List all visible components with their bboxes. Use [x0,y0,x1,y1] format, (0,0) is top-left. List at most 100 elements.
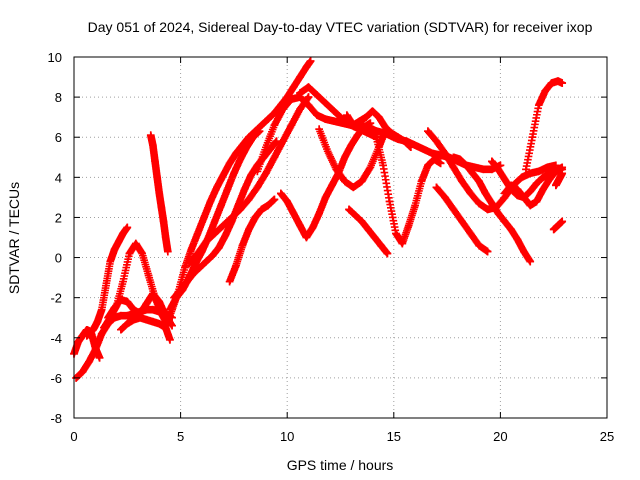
data-point [270,121,279,129]
data-point [296,73,304,81]
data-point [466,229,475,238]
data-point [283,197,291,206]
data-point [230,169,238,178]
data-point [483,247,492,256]
data-point [155,189,164,198]
data-point [552,181,560,190]
data-point [195,263,204,272]
x-tick-label: 5 [177,429,184,444]
data-point [383,249,392,258]
data-point [97,305,106,314]
data-point [225,159,234,168]
data-point [187,245,196,254]
data-point [117,325,125,334]
data-point [366,119,375,127]
data-point [347,141,355,150]
data-point [132,239,140,248]
data-point [185,259,193,268]
data-point [368,107,377,115]
data-point [255,127,264,136]
data-point [181,263,189,272]
data-point [379,161,387,170]
series-arc-3 [82,223,132,340]
data-point [475,241,483,250]
data-point [323,147,332,156]
data-point [481,189,490,198]
data-point [558,79,567,87]
x-axis-label: GPS time / hours [287,457,394,473]
data-point [411,201,419,210]
data-point [157,203,166,212]
data-point [340,177,349,186]
series-arc-10 [170,137,281,302]
data-point [308,223,317,232]
x-tick-label: 0 [70,429,77,444]
y-tick-label: 4 [55,170,62,185]
data-point [253,183,262,192]
data-point [370,233,379,242]
data-point [549,225,558,234]
data-point [200,213,208,222]
data-point [217,201,225,210]
data-point [142,315,151,324]
data-point [517,173,526,182]
data-point [302,63,311,71]
y-tick-label: 10 [48,50,62,65]
data-point [315,125,323,133]
data-point [95,354,104,362]
series-arc-25 [500,163,567,210]
data-point [358,217,366,226]
data-point [471,163,479,172]
y-axis-label: SDTVAR / TECUs [6,182,22,294]
data-point [328,181,336,190]
data-point [349,183,358,192]
data-point [100,323,108,332]
data-point [468,169,477,178]
data-point [82,331,91,340]
series-arc-7 [146,131,172,256]
data-point [89,325,97,334]
data-point [458,217,466,226]
data-point [494,165,503,174]
data-point [558,217,567,226]
data-point [539,185,547,194]
data-point [257,205,266,214]
data-point [330,107,338,115]
data-point [507,181,515,190]
data-point [345,205,353,214]
data-point [488,165,496,174]
data-point [411,141,419,150]
data-point [123,297,132,306]
data-point [554,221,562,230]
data-point [247,171,255,180]
data-point [488,199,496,208]
series-arc-15 [296,83,381,142]
data-point [353,131,362,140]
data-point [238,241,247,250]
data-point [449,153,458,162]
plot-frame [73,56,608,419]
data-point [398,239,407,248]
chart-title: Day 051 of 2024, Sidereal Day-to-day VTE… [88,19,593,35]
data-point [193,229,202,238]
data-point [202,257,210,266]
data-point [210,229,219,238]
data-marks [70,57,567,382]
data-point [114,237,123,246]
data-point [349,121,358,129]
data-point [170,293,179,302]
data-point [547,79,556,87]
data-point [532,197,541,206]
data-point [283,93,291,101]
data-point [208,251,217,260]
data-point [287,95,296,103]
series-arc-6 [117,313,174,344]
data-point [78,368,87,376]
data-point [232,149,240,158]
series-arc-26 [522,77,567,174]
series-arc-27 [552,169,567,190]
data-point [381,123,390,131]
data-point [343,111,351,119]
data-point [219,171,228,180]
